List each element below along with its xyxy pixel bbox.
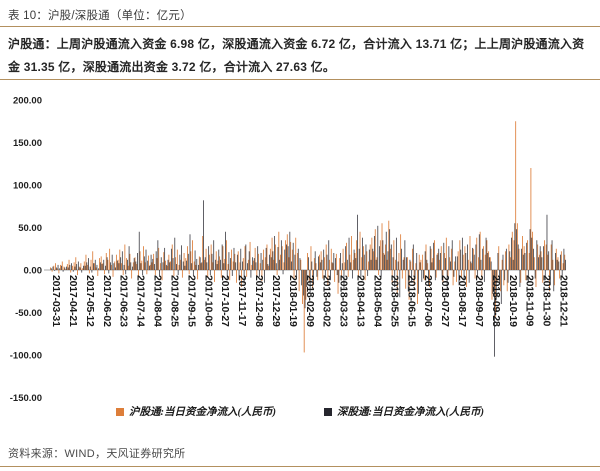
- legend-item-shengutong: 深股通:当日资金净流入(人民币): [324, 404, 484, 419]
- hugutong-swatch-icon: [116, 407, 124, 416]
- svg-text:150.00: 150.00: [13, 138, 42, 149]
- svg-text:2018-09-28: 2018-09-28: [490, 275, 502, 327]
- svg-text:2018-11-09: 2018-11-09: [524, 275, 536, 326]
- svg-text:2017-03-31: 2017-03-31: [50, 275, 62, 327]
- svg-text:2018-08-17: 2018-08-17: [456, 275, 468, 327]
- svg-text:2017-10-27: 2017-10-27: [219, 275, 231, 327]
- svg-text:2018-09-07: 2018-09-07: [473, 275, 485, 327]
- bar-chart: 200.00 150.00 100.00 50.00 0.00 -50.00 -100.00…: [10, 96, 570, 405]
- svg-text:-100.00: -100.00: [10, 351, 42, 362]
- svg-text:2018-04-13: 2018-04-13: [355, 275, 367, 327]
- svg-text:2017-12-29: 2017-12-29: [270, 275, 282, 327]
- svg-text:2017-10-06: 2017-10-06: [202, 275, 214, 327]
- svg-text:2018-05-25: 2018-05-25: [388, 275, 400, 327]
- svg-text:2017-06-23: 2017-06-23: [118, 275, 130, 327]
- svg-text:2018-12-21: 2018-12-21: [558, 275, 570, 327]
- svg-text:2018-03-02: 2018-03-02: [321, 275, 333, 327]
- svg-text:0.00: 0.00: [24, 266, 43, 277]
- svg-text:2018-11-30: 2018-11-30: [541, 275, 553, 326]
- svg-text:2017-07-14: 2017-07-14: [135, 275, 147, 327]
- svg-text:100.00: 100.00: [13, 181, 42, 192]
- chart-legend: 沪股通:当日资金净流入(人民币) 深股通:当日资金净流入(人民币): [0, 404, 600, 419]
- legend-label-shengutong: 深股通:当日资金净流入(人民币): [337, 407, 484, 418]
- divider-bottom: [0, 466, 600, 467]
- svg-text:50.00: 50.00: [18, 223, 42, 234]
- legend-item-hugutong: 沪股通:当日资金净流入(人民币): [116, 404, 276, 419]
- svg-text:2017-09-15: 2017-09-15: [185, 275, 197, 327]
- svg-text:2017-11-17: 2017-11-17: [236, 275, 248, 326]
- data-source: 资料来源：WIND，天风证券研究所: [8, 448, 186, 460]
- svg-text:2018-05-04: 2018-05-04: [371, 275, 383, 327]
- table-title: 表 10：沪股/深股通（单位：亿元）: [8, 10, 192, 22]
- svg-text:2018-06-15: 2018-06-15: [405, 275, 417, 327]
- divider-mid: [0, 79, 600, 80]
- shengutong-swatch-icon: [324, 407, 332, 416]
- svg-text:200.00: 200.00: [13, 96, 42, 107]
- svg-text:-50.00: -50.00: [15, 308, 42, 319]
- svg-text:-150.00: -150.00: [10, 393, 42, 404]
- svg-text:2017-12-08: 2017-12-08: [253, 275, 265, 327]
- svg-text:2018-01-19: 2018-01-19: [287, 275, 299, 327]
- svg-text:2018-03-23: 2018-03-23: [338, 275, 350, 327]
- svg-text:2017-06-02: 2017-06-02: [101, 275, 113, 327]
- divider-top: [0, 26, 600, 27]
- svg-text:2018-02-09: 2018-02-09: [304, 275, 316, 327]
- svg-text:2017-04-21: 2017-04-21: [67, 275, 79, 327]
- svg-text:2017-05-12: 2017-05-12: [84, 275, 96, 327]
- svg-text:2018-07-06: 2018-07-06: [422, 275, 434, 327]
- summary-text: 沪股通：上周沪股通流入资金 6.98 亿，深股通流入资金 6.72 亿，合计流入…: [8, 37, 585, 74]
- svg-text:2017-08-04: 2017-08-04: [152, 275, 164, 327]
- svg-text:2017-08-25: 2017-08-25: [168, 275, 180, 327]
- svg-text:2018-07-27: 2018-07-27: [439, 275, 451, 327]
- svg-text:2018-10-19: 2018-10-19: [507, 275, 519, 327]
- legend-label-hugutong: 沪股通:当日资金净流入(人民币): [129, 407, 276, 418]
